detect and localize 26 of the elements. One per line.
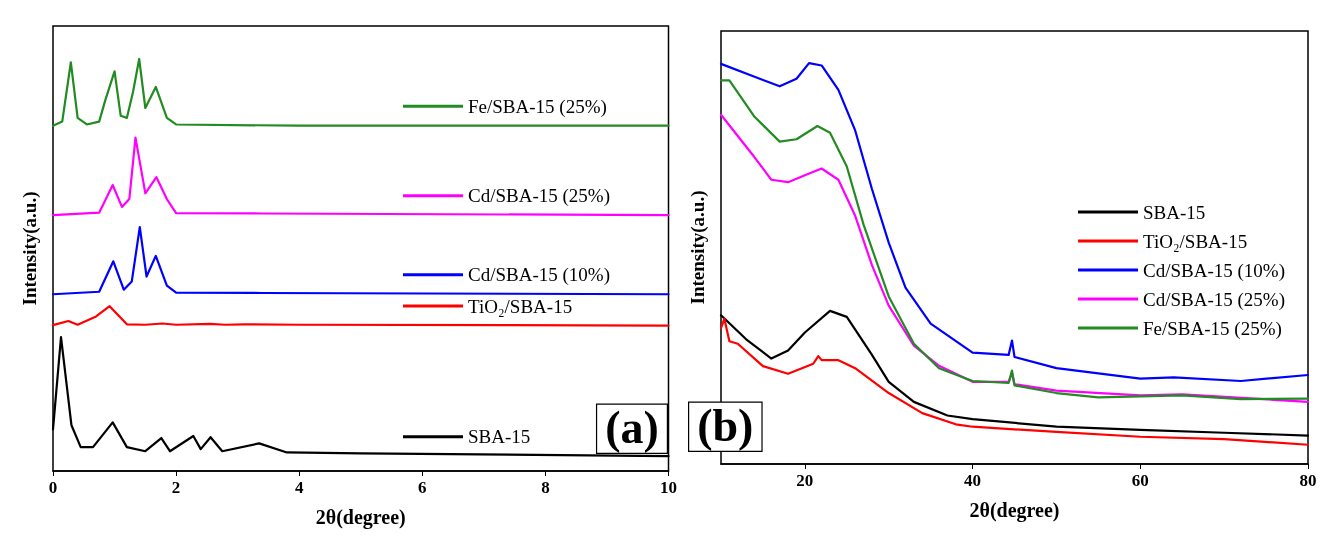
annotation: (a) (605, 402, 659, 454)
x-tick-label: 8 (541, 478, 550, 497)
x-tick-label: 40 (964, 471, 982, 490)
x-tick-label: 80 (1299, 471, 1317, 490)
annotation: (b) (697, 400, 754, 452)
x-tick-label: 6 (418, 478, 427, 497)
legend-label: Cd/SBA-15 (10%) (468, 264, 610, 287)
legend-label: Fe/SBA-15 (25%) (468, 95, 607, 118)
x-axis-title: 2θ(degree) (969, 499, 1060, 522)
legend-label: Cd/SBA-15 (25%) (1143, 288, 1286, 311)
x-axis-title: 2θ(degree) (315, 506, 406, 529)
legend-label: Cd/SBA-15 (25%) (468, 185, 610, 208)
x-tick-label: 10 (660, 478, 677, 497)
legend-label: Cd/SBA-15 (10%) (1143, 259, 1286, 282)
x-tick-label: 60 (1131, 471, 1149, 490)
x-tick-label: 0 (48, 478, 58, 497)
legend-label: SBA-15 (468, 426, 531, 448)
legend-label: Fe/SBA-15 (25%) (1143, 317, 1282, 340)
x-tick-label: 20 (796, 471, 814, 490)
x-tick-label: 2 (171, 478, 181, 497)
legend-label: TiO₂/SBA-15 (1143, 230, 1248, 252)
x-tick-label: 4 (294, 478, 304, 497)
legend-label: TiO₂/SBA-15 (468, 295, 573, 317)
legend-label: SBA-15 (1143, 201, 1206, 223)
y-axis-title: Intensity(a.u.) (19, 191, 41, 306)
y-axis-title: Intensity(a.u.) (687, 190, 709, 305)
